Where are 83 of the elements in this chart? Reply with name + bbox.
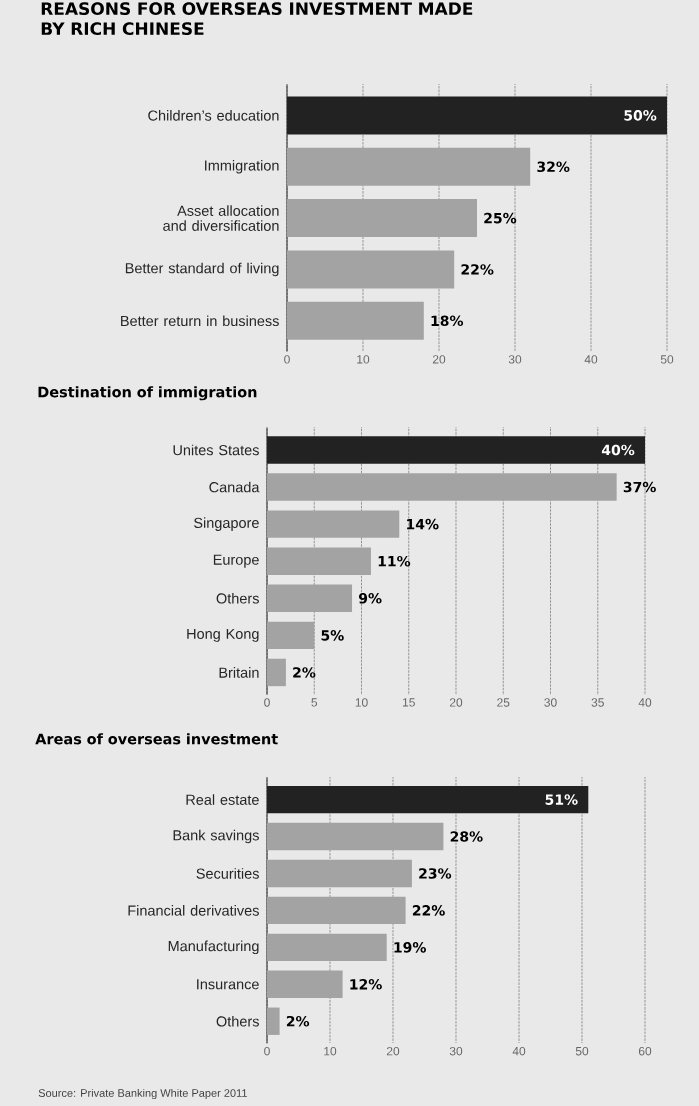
x-tick-label: 40 (512, 1046, 526, 1056)
bar (267, 822, 444, 851)
x-tick-label: 25 (497, 698, 510, 707)
y-tick-label: Better standard of living (125, 262, 279, 277)
x-tick-label: 30 (508, 355, 522, 364)
data-label: 2% (286, 1015, 310, 1027)
bar (267, 658, 286, 687)
data-label: 11% (378, 555, 411, 567)
bar (267, 621, 315, 650)
y-tick-label: Singapore (194, 517, 259, 531)
y-tick-label: Asset allocation and diversification (163, 205, 279, 231)
y-tick-label: Bank savings (173, 829, 259, 844)
x-tick-label: 20 (386, 1046, 400, 1056)
bar (287, 147, 531, 186)
chart-title: Areas of overseas investment (35, 733, 278, 745)
x-tick-label: 10 (357, 355, 370, 364)
data-label: 32% (537, 161, 570, 173)
x-tick-label: 5 (311, 698, 318, 707)
bar (267, 473, 617, 501)
y-tick-label: Britain (219, 667, 259, 678)
y-tick-label: Real estate (186, 794, 259, 805)
x-tick-label: 30 (544, 698, 557, 707)
y-tick-label: Better return in business (121, 315, 279, 327)
data-label: 19% (394, 942, 426, 953)
text: Destination of immigration (38, 386, 257, 401)
y-tick-label: Children’s education (148, 110, 279, 121)
data-label: 22% (461, 264, 494, 275)
bar (267, 785, 589, 814)
chart-title: REASONS FOR OVERSEAS INVESTMENT MADE BY RICH CHINESE (41, 2, 473, 36)
bar (287, 250, 455, 289)
y-tick-label: Manufacturing (168, 940, 259, 955)
x-tick-label: 20 (432, 355, 446, 364)
bar (287, 96, 667, 135)
x-tick-label: 35 (591, 698, 604, 707)
bar (267, 436, 645, 464)
data-label: 12% (350, 978, 382, 990)
x-tick-label: 0 (284, 355, 290, 364)
source-note: Source: Private Banking White Paper 2011 (38, 1088, 247, 1100)
x-tick-label: 40 (584, 355, 598, 364)
bar (267, 859, 412, 888)
bar (287, 301, 424, 340)
data-label: 50% (624, 110, 657, 121)
data-label: 28% (450, 831, 483, 842)
bar (267, 896, 406, 925)
bar (267, 970, 343, 998)
data-label: 22% (412, 905, 445, 916)
x-tick-label: 20 (449, 698, 463, 707)
x-tick-label: 0 (264, 698, 270, 707)
y-tick-label: Others (216, 592, 259, 604)
bar (267, 510, 400, 538)
data-label: 2% (293, 667, 316, 678)
data-label: 25% (484, 212, 517, 224)
y-tick-label: Insurance (197, 979, 259, 990)
bar (267, 1007, 280, 1035)
x-tick-label: 50 (575, 1046, 589, 1056)
y-tick-label: Immigration (205, 159, 279, 174)
data-label: 40% (601, 444, 635, 456)
x-tick-label: 40 (638, 698, 652, 707)
data-label: 37% (623, 481, 656, 493)
data-label: 23% (419, 868, 452, 879)
y-tick-label: Financial derivatives (128, 905, 259, 916)
bar (267, 547, 371, 575)
data-label: 5% (321, 630, 344, 641)
x-tick-label: 30 (449, 1046, 463, 1056)
y-tick-label: Europe (213, 554, 259, 568)
y-tick-label: Canada (209, 481, 260, 493)
x-tick-label: 10 (355, 698, 368, 707)
y-tick-label: Others (216, 1015, 259, 1027)
x-tick-label: 60 (638, 1046, 652, 1056)
y-tick-label: Unites States (173, 444, 259, 456)
x-tick-label: 50 (660, 355, 674, 364)
data-label: 51% (545, 794, 578, 805)
bar (287, 199, 477, 238)
bar (267, 584, 353, 612)
data-label: 9% (358, 592, 382, 604)
y-tick-label: Hong Kong (187, 628, 259, 642)
bar (267, 933, 387, 962)
x-tick-label: 10 (324, 1046, 337, 1056)
y-tick-label: Securities (196, 868, 259, 879)
data-label: 18% (431, 315, 464, 327)
x-tick-label: 0 (264, 1046, 270, 1056)
x-tick-label: 15 (402, 698, 415, 707)
data-label: 14% (407, 518, 439, 530)
